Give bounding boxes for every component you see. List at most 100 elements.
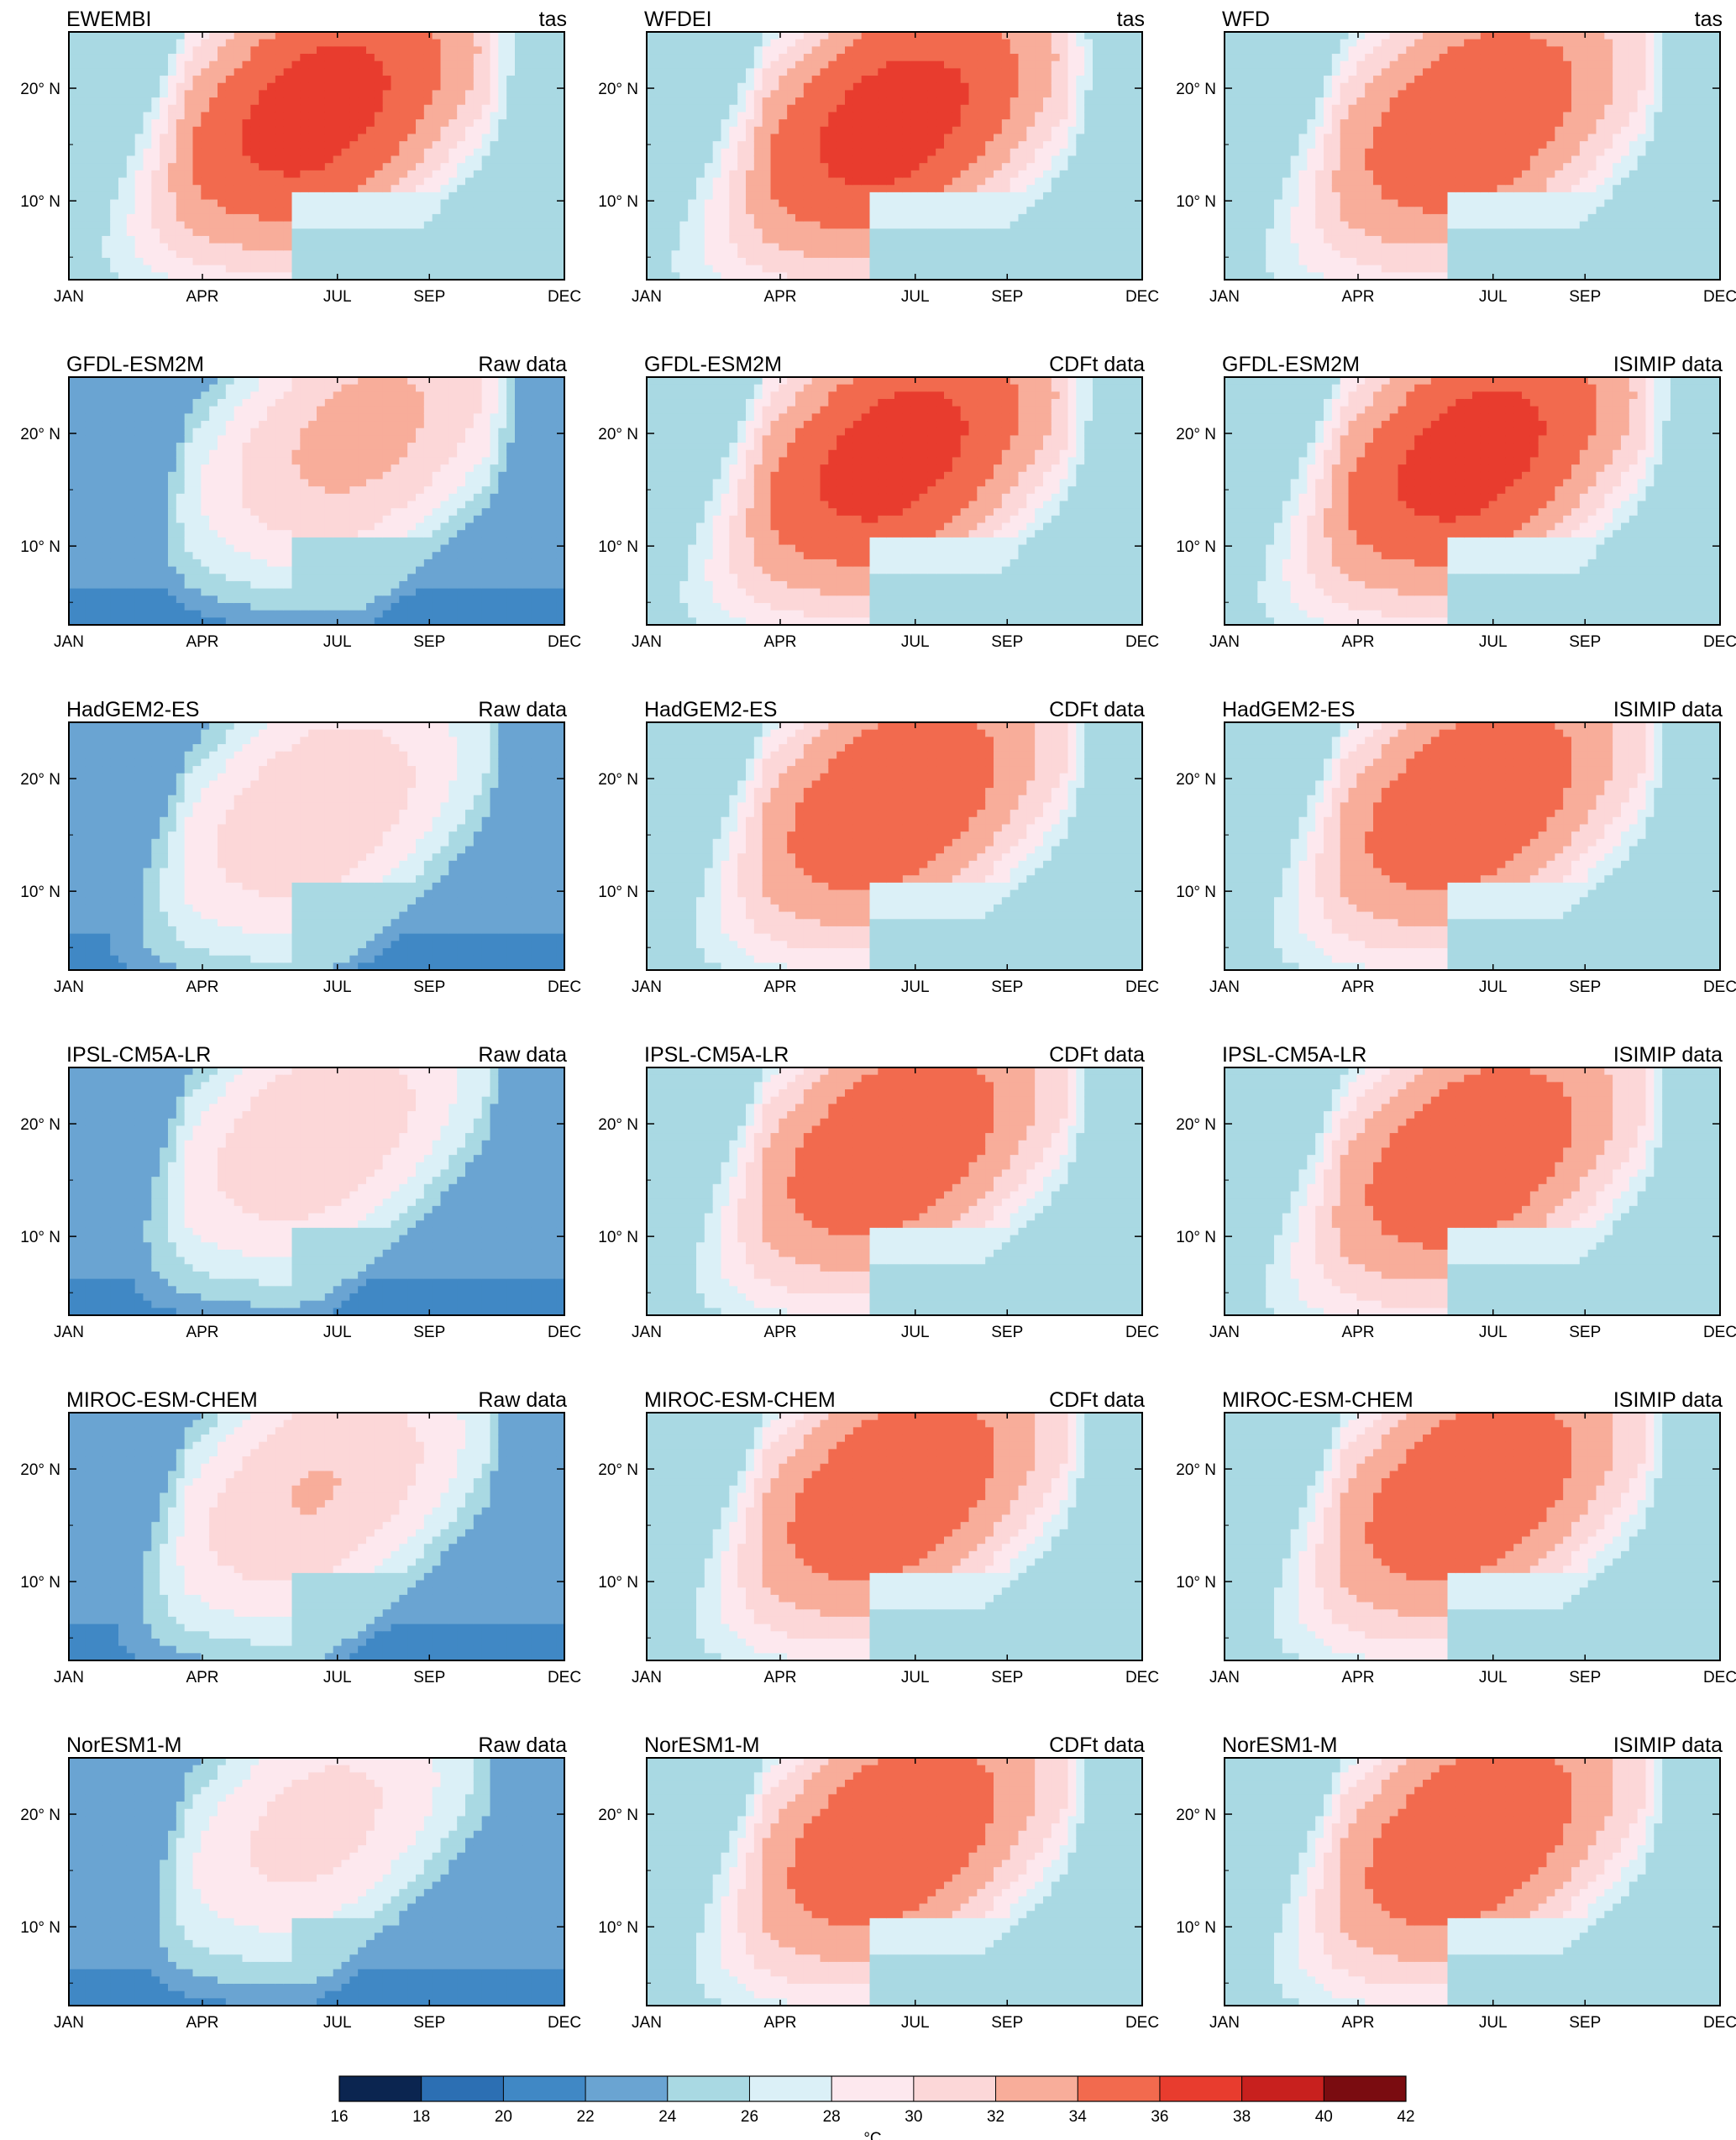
heat-cell — [284, 228, 292, 236]
heat-cell — [342, 244, 350, 251]
heat-cell — [333, 192, 342, 200]
heat-cell — [234, 222, 243, 229]
heat-cell — [94, 214, 102, 222]
heat-cell — [284, 141, 292, 149]
heat-cell — [284, 105, 292, 113]
heat-cell — [308, 222, 317, 229]
heat-cell — [102, 39, 110, 47]
heat-cell — [250, 214, 259, 222]
heat-cell — [160, 61, 168, 69]
heat-cell — [151, 192, 160, 200]
heat-cell — [135, 250, 144, 258]
heat-cell — [226, 185, 234, 192]
heat-cell — [209, 83, 218, 91]
heat-cell — [243, 68, 251, 76]
heat-cell — [176, 258, 185, 265]
heat-cell — [77, 156, 86, 164]
heat-cell — [118, 265, 127, 273]
heat-cell — [243, 32, 251, 39]
heat-cell — [209, 46, 218, 54]
heat-cell — [118, 170, 127, 178]
heat-cell — [234, 156, 243, 164]
heat-cell — [308, 127, 317, 134]
heat-cell — [185, 185, 193, 192]
heat-cell — [77, 185, 86, 192]
heat-cell — [275, 46, 284, 54]
heat-cell — [317, 54, 325, 61]
heat-cell — [127, 228, 135, 236]
heat-cell — [176, 156, 185, 164]
heat-cell — [193, 200, 202, 207]
heat-cell — [259, 83, 267, 91]
heat-cell — [308, 236, 317, 244]
heat-cell — [375, 250, 383, 258]
heat-cell — [226, 163, 234, 170]
heat-cell — [342, 265, 350, 273]
heat-cell — [383, 222, 391, 229]
heat-cell — [135, 185, 144, 192]
heat-cell — [110, 214, 118, 222]
heat-cell — [284, 97, 292, 105]
heat-cell — [243, 265, 251, 273]
heat-cell — [243, 46, 251, 54]
heat-cell — [218, 105, 226, 113]
heat-cell — [118, 185, 127, 192]
heat-cell — [275, 134, 284, 141]
heat-cell — [185, 61, 193, 69]
heat-cell — [284, 54, 292, 61]
heat-cell — [176, 178, 185, 186]
heat-cell — [333, 105, 342, 113]
heat-cell — [342, 54, 350, 61]
heat-cell — [342, 200, 350, 207]
heat-cell — [366, 83, 375, 91]
heat-cell — [118, 112, 127, 119]
heat-cell — [135, 258, 144, 265]
heat-cell — [391, 141, 400, 149]
heat-cell — [193, 170, 202, 178]
heat-cell — [349, 32, 358, 39]
heat-cell — [160, 134, 168, 141]
heat-cell — [110, 236, 118, 244]
heat-cell — [110, 83, 118, 91]
heat-cell — [176, 68, 185, 76]
heat-cell — [144, 185, 152, 192]
heat-cell — [259, 228, 267, 236]
heat-cell — [292, 200, 301, 207]
heat-cell — [176, 244, 185, 251]
heat-cell — [135, 163, 144, 170]
heat-cell — [209, 228, 218, 236]
heat-cell — [151, 83, 160, 91]
heat-cell — [300, 46, 308, 54]
heat-cell — [102, 141, 110, 149]
heat-cell — [275, 207, 284, 214]
heat-cell — [243, 83, 251, 91]
heat-cell — [102, 149, 110, 156]
heat-cell — [144, 54, 152, 61]
heat-cell — [234, 250, 243, 258]
heat-cell — [185, 228, 193, 236]
heat-cell — [135, 178, 144, 186]
heat-cell — [250, 185, 259, 192]
heat-cell — [168, 170, 176, 178]
heat-cell — [201, 46, 209, 54]
heat-cell — [383, 149, 391, 156]
heat-cell — [86, 97, 94, 105]
heat-cell — [349, 46, 358, 54]
heat-cell — [325, 250, 333, 258]
heat-cell — [69, 236, 77, 244]
heat-cell — [383, 178, 391, 186]
heat-cell — [349, 236, 358, 244]
heat-cell — [144, 105, 152, 113]
heat-cell — [168, 76, 176, 83]
heat-cell — [243, 250, 251, 258]
heat-cell — [325, 258, 333, 265]
heat-cell — [94, 250, 102, 258]
heat-cell — [243, 244, 251, 251]
heat-cell — [193, 39, 202, 47]
heat-cell — [118, 236, 127, 244]
heat-cell — [218, 228, 226, 236]
heat-cell — [308, 119, 317, 127]
heat-cell — [201, 119, 209, 127]
heat-cell — [358, 185, 366, 192]
heat-cell — [308, 163, 317, 170]
